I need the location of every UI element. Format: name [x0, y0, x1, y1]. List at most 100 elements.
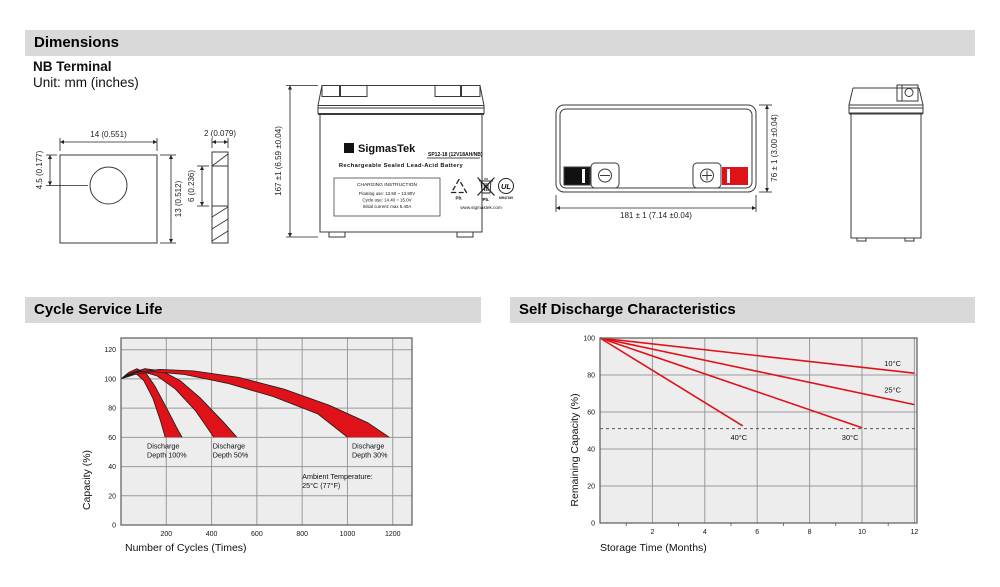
dim-terminal-width: 14 (0.551)	[90, 130, 127, 139]
x-tick-label: 1200	[385, 531, 401, 538]
recycle-icon	[450, 178, 468, 194]
terminal-well-left	[321, 85, 368, 97]
x-tick-label: 800	[296, 531, 308, 538]
brand-logo-sigma: Σ	[347, 144, 352, 153]
x-axis-title: Storage Time (Months)	[600, 542, 707, 554]
y-tick-label: 0	[112, 523, 116, 530]
ul-file-number: MH47169	[499, 196, 513, 200]
y-tick-label: 100	[104, 376, 116, 383]
model-number: SP12-18 (12V18AH/NB)	[428, 152, 483, 158]
series-line	[599, 337, 863, 429]
charging-line-3: Initial current: max 5.40A	[363, 204, 412, 209]
side-terminal	[896, 84, 919, 102]
battery-type-line: Rechargeable Sealed Lead-Acid Battery	[339, 163, 464, 169]
annotation: 25°C (77°F)	[302, 481, 340, 490]
series-label: 25°C	[884, 386, 901, 395]
annotation: Discharge	[213, 441, 245, 450]
terminal-side-drawing	[211, 151, 229, 244]
charging-title: CHARGING INSTRUCTION	[357, 182, 417, 188]
brand-name: SigmasTek	[358, 143, 416, 155]
discharge-band	[121, 368, 237, 438]
y-tick-label: 80	[587, 373, 595, 380]
discharge-band	[121, 369, 390, 438]
plot-border	[120, 337, 413, 526]
series-line	[599, 337, 744, 427]
series-line	[599, 337, 915, 406]
y-tick-label: 120	[104, 347, 116, 354]
ul-letters: UL	[501, 182, 511, 191]
band-edge	[120, 371, 166, 438]
annotation: Depth 30%	[352, 450, 388, 459]
x-tick-label: 600	[251, 531, 263, 538]
terminal-side-dimensions	[197, 138, 229, 207]
charging-instruction-box	[333, 177, 441, 217]
dim-terminal-thickness: 2 (0.079)	[204, 129, 236, 138]
annotation: Depth 50%	[213, 450, 249, 459]
website-url: www.sigmastek.com	[460, 205, 502, 210]
section-header-dimensions: Dimensions	[25, 30, 975, 56]
series-label: 40°C	[730, 433, 747, 442]
y-axis-title: Remaining Capacity (%)	[569, 393, 581, 506]
terminal-type-label: NB Terminal	[33, 59, 112, 74]
negative-terminal-symbol	[598, 168, 612, 183]
y-tick-label: 20	[587, 484, 595, 491]
brand-logo	[344, 143, 354, 153]
charging-line-2: Cycle use: 14.40 ~ 15.0V	[362, 198, 411, 203]
terminal-hole	[89, 166, 128, 205]
dim-terminal-height: 13 (0.512)	[174, 180, 183, 217]
plot-area	[600, 338, 917, 523]
series-label: 30°C	[842, 433, 859, 442]
series-line	[599, 337, 915, 374]
battery-top-dimensions	[555, 104, 772, 212]
x-tick-label: 1000	[340, 531, 356, 538]
band-edge	[120, 368, 390, 438]
y-tick-label: 20	[108, 493, 116, 500]
positive-terminal-symbol	[700, 168, 714, 183]
ul-icon: UL	[498, 178, 514, 194]
dim-battery-length: 181 ± 1 (7.14 ±0.04)	[620, 211, 692, 220]
annotation: Ambient Temperature:	[302, 472, 373, 481]
x-axis-title: Number of Cycles (Times)	[125, 542, 247, 554]
pb-recycle-label: Pb.	[455, 196, 462, 201]
unit-note: Unit: mm (inches)	[33, 75, 139, 90]
dim-terminal-mid: 6 (0.236)	[187, 170, 196, 202]
band-edge	[120, 368, 238, 438]
negative-terminal-block	[563, 166, 591, 186]
pb-bin-icon	[477, 177, 495, 196]
dim-battery-height: 167 ±1 (6.59 ±0.04)	[274, 126, 283, 196]
x-tick-label: 6	[755, 529, 759, 536]
x-tick-label: 12	[910, 529, 918, 536]
cycle-service-life-chart: 200 400 600 800 1000 1200 0 20 40 60 80 100 120 Disch…	[81, 337, 413, 554]
battery-front-dimension	[286, 85, 318, 238]
plot-border	[599, 337, 918, 524]
series-label: 10°C	[884, 359, 901, 368]
y-tick-label: 100	[583, 336, 595, 343]
terminal-well-right	[434, 85, 481, 97]
x-tick-label: 8	[808, 529, 812, 536]
dimension-drawings: 14 (0.551) 4.5 (0.177) 13 (0.512) 2 (0.0…	[35, 84, 924, 244]
dim-battery-width: 76 ± 1 (3.00 ±0.04)	[770, 114, 779, 182]
section-header-self-discharge: Self Discharge Characteristics	[510, 297, 975, 323]
x-tick-label: 4	[703, 529, 707, 536]
annotation: Depth 100%	[147, 450, 187, 459]
y-tick-label: 80	[108, 406, 116, 413]
dim-terminal-hole-offset: 4.5 (0.177)	[35, 150, 44, 189]
x-tick-label: 10	[858, 529, 866, 536]
discharge-band	[121, 368, 183, 438]
charging-line-1: Floating use: 13.50 ~ 13.80V	[359, 191, 415, 196]
band-edge	[120, 370, 215, 438]
x-tick-label: 400	[206, 531, 218, 538]
positive-terminal-block	[722, 167, 748, 185]
y-tick-label: 40	[587, 447, 595, 454]
terminal-face-drawing	[59, 154, 158, 244]
x-tick-label: 200	[160, 531, 172, 538]
band-edge	[120, 368, 183, 438]
annotation: Discharge	[352, 441, 384, 450]
battery-label: Σ SigmasTek SP12-18 (12V18AH/NB) Recharg…	[333, 143, 514, 217]
band-edge	[120, 371, 348, 438]
pb-bin-label: Pb.	[482, 197, 489, 202]
x-tick-label: 2	[650, 529, 654, 536]
section-header-cycle-service-life: Cycle Service Life	[25, 297, 481, 323]
terminal-type-heading: NB Terminal	[33, 59, 112, 74]
